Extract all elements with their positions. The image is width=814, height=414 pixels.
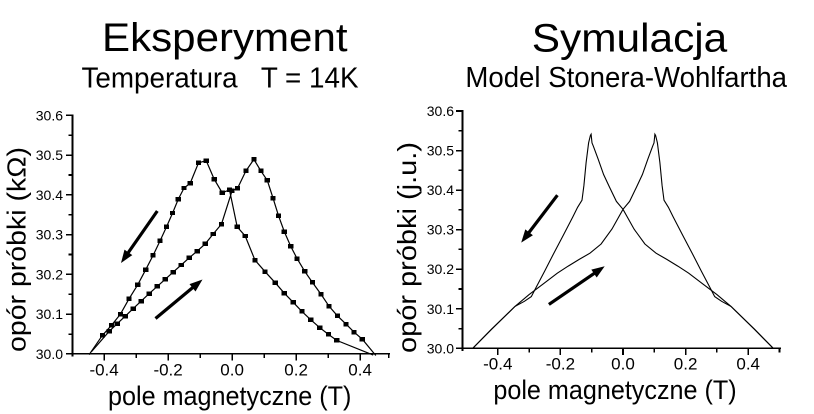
svg-text:Eksperyment: Eksperyment — [102, 16, 348, 60]
svg-text:pole magnetyczne (T): pole magnetyczne (T) — [108, 381, 351, 411]
svg-text:30.4: 30.4 — [36, 187, 63, 203]
svg-text:Temperatura T = 14K: Temperatura T = 14K — [82, 62, 360, 94]
svg-text:Model Stonera-Wohlfartha: Model Stonera-Wohlfartha — [465, 62, 788, 94]
svg-text:30.6: 30.6 — [427, 103, 454, 119]
svg-text:30.2: 30.2 — [36, 266, 63, 282]
svg-text:30.1: 30.1 — [427, 301, 454, 317]
svg-text:30.2: 30.2 — [427, 261, 454, 277]
svg-text:30.3: 30.3 — [36, 227, 63, 243]
svg-text:0.2: 0.2 — [674, 355, 698, 374]
svg-text:30.0: 30.0 — [36, 346, 63, 362]
svg-text:pole magnetyczne (T): pole magnetyczne (T) — [493, 375, 736, 405]
svg-text:30.3: 30.3 — [427, 222, 454, 238]
svg-text:0.0: 0.0 — [220, 361, 244, 380]
svg-text:30.1: 30.1 — [36, 306, 63, 322]
svg-text:-0.4: -0.4 — [89, 361, 118, 380]
svg-text:30.4: 30.4 — [427, 182, 454, 198]
svg-text:0.4: 0.4 — [736, 355, 760, 374]
svg-text:30.0: 30.0 — [427, 340, 454, 356]
svg-text:0.0: 0.0 — [611, 355, 635, 374]
svg-text:30.6: 30.6 — [36, 107, 63, 123]
svg-text:30.5: 30.5 — [36, 147, 63, 163]
svg-text:opór próbki (kΩ): opór próbki (kΩ) — [2, 147, 32, 352]
svg-text:-0.2: -0.2 — [153, 361, 182, 380]
svg-text:0.2: 0.2 — [284, 361, 308, 380]
svg-text:-0.4: -0.4 — [483, 355, 512, 374]
svg-text:-0.2: -0.2 — [546, 355, 575, 374]
svg-text:0.4: 0.4 — [348, 361, 372, 380]
svg-text:opór próbki (j.u.): opór próbki (j.u.) — [392, 142, 422, 353]
svg-text:30.5: 30.5 — [427, 143, 454, 159]
svg-text:Symulacja: Symulacja — [532, 16, 728, 60]
